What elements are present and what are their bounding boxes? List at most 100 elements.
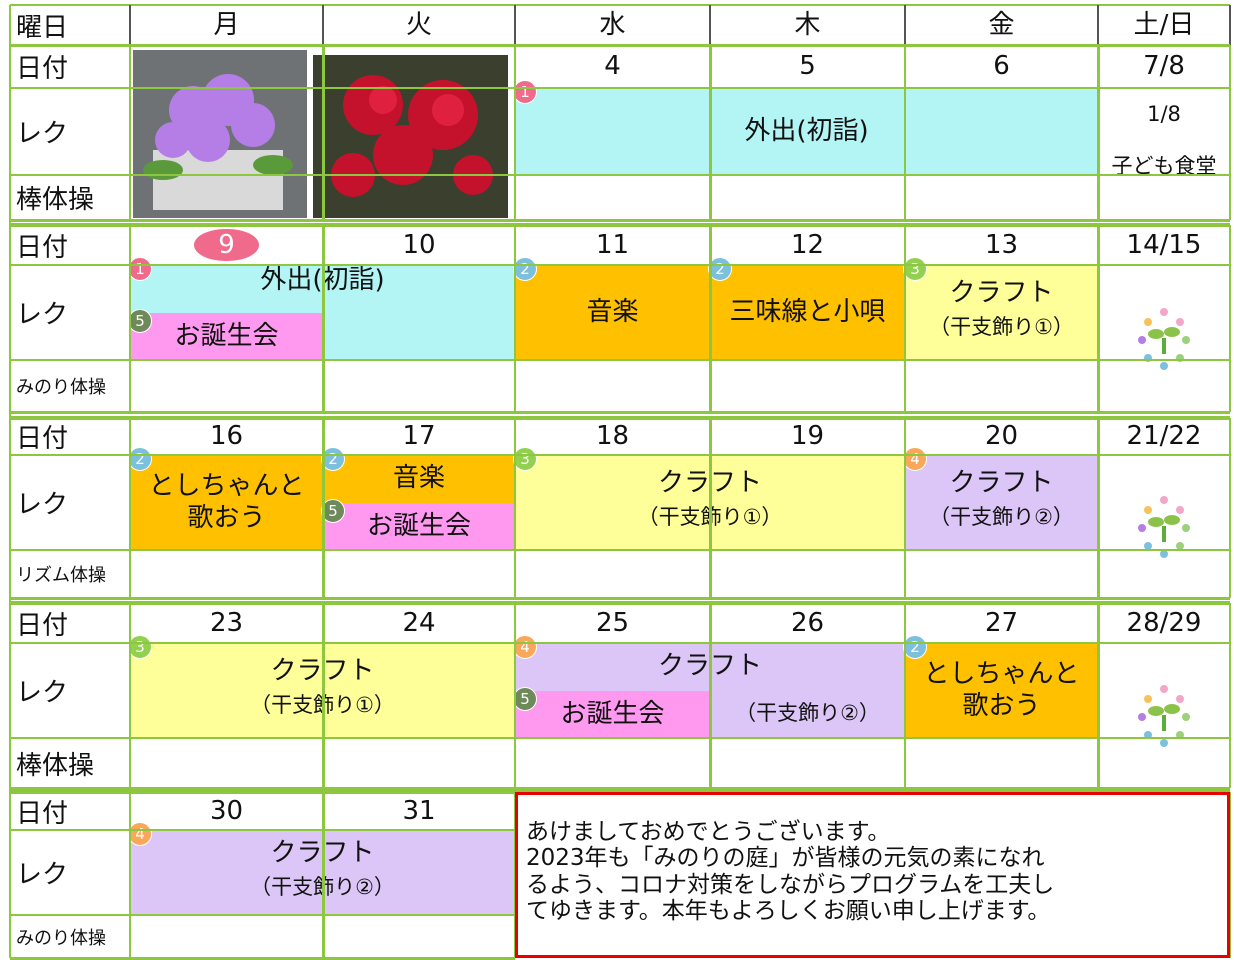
weekday: 木 <box>794 9 821 40</box>
sprout-art <box>1138 495 1190 558</box>
grid-line <box>10 264 1230 266</box>
grid-line <box>10 914 515 916</box>
row-label: レク <box>16 490 69 520</box>
message-box: あけましておめでとうございます。 2023年も「みのりの庭」が皆様の元気の素になれ… <box>515 792 1230 958</box>
event: としちゃんと 歌おう <box>905 643 1098 738</box>
badge: 3 <box>513 447 537 471</box>
badge: 5 <box>128 308 152 333</box>
date: 31 <box>323 792 515 830</box>
event: お誕生会 <box>130 312 323 360</box>
grid-line <box>321 792 325 958</box>
weekday: 金 <box>988 9 1015 40</box>
grid-line <box>10 4 1230 6</box>
sprout-art <box>1138 307 1190 370</box>
date: 11 <box>515 225 710 265</box>
event-text: 歌おう <box>187 502 266 533</box>
photo-dahlia <box>313 55 508 218</box>
date: 26 <box>710 603 905 643</box>
event: クラフト （干支飾り②） <box>905 455 1098 550</box>
date-text: 13 <box>984 229 1019 260</box>
date: 18 <box>515 418 710 455</box>
row-label: レク <box>16 678 69 708</box>
event-text: お誕生会 <box>560 698 665 729</box>
badge: 2 <box>128 447 152 471</box>
grid-line <box>904 45 906 220</box>
grid-line <box>1096 225 1100 412</box>
badge: 3 <box>128 635 152 659</box>
date-text: 21/22 <box>1126 421 1202 452</box>
photo-primula <box>133 50 307 218</box>
grid-line <box>321 418 325 598</box>
date: 28/29 <box>1098 603 1230 643</box>
date: 27 <box>905 603 1098 643</box>
header-label: 曜日 <box>16 12 69 43</box>
grid-line <box>10 359 1230 361</box>
weekday: 土/日 <box>1133 9 1195 40</box>
date-text: 14/15 <box>1126 229 1202 260</box>
row-label: レク <box>16 860 69 890</box>
event: としちゃんと 歌おう <box>130 455 323 550</box>
grid-line <box>10 174 1230 176</box>
grid-line <box>709 5 711 45</box>
date-text: 26 <box>790 607 825 638</box>
grid-line <box>9 5 11 958</box>
date-text: 18 <box>595 421 630 452</box>
date-text: 23 <box>209 607 244 638</box>
grid-line <box>1096 418 1100 598</box>
weekday: 月 <box>213 9 240 40</box>
event-text: 音楽 <box>586 296 639 327</box>
grid-line <box>321 603 325 788</box>
date: 17 <box>323 418 515 455</box>
grid-line <box>10 596 1230 600</box>
grid-line <box>904 5 906 45</box>
event: （干支飾り②） <box>710 690 905 738</box>
grid-line <box>321 45 325 220</box>
badge: 5 <box>321 498 345 523</box>
event: 音楽 <box>323 455 515 503</box>
badge: 1 <box>513 80 537 104</box>
event: 外出(初詣) <box>515 88 1098 175</box>
date-text: 11 <box>595 229 630 260</box>
grid-line <box>1096 603 1100 788</box>
date: 24 <box>323 603 515 643</box>
grid-line <box>10 956 515 960</box>
badge: 2 <box>903 635 927 659</box>
grid-line <box>129 5 131 45</box>
date-text: 10 <box>402 229 436 260</box>
badge: 1 <box>128 257 152 281</box>
grid-line <box>708 418 712 598</box>
grid-line <box>904 603 906 788</box>
date-text: 27 <box>984 607 1019 638</box>
date-text: 25 <box>595 607 630 638</box>
date: 7/8 <box>1098 45 1230 88</box>
date-text: 7/8 <box>1143 51 1185 82</box>
row-label: レク <box>16 119 69 149</box>
grid-line <box>129 45 131 220</box>
grid-line <box>1229 5 1231 45</box>
date-text: 19 <box>790 421 825 452</box>
grid-line <box>129 603 131 788</box>
date-text: 9 <box>194 228 259 262</box>
grid-line <box>514 45 516 220</box>
grid-line <box>708 603 712 788</box>
event-text: （干支飾り①） <box>929 315 1074 340</box>
grid-line <box>514 603 516 788</box>
grid-line <box>10 410 1230 414</box>
message-line: るよう、コロナ対策をしながらプログラムを工夫し <box>526 871 1055 898</box>
row-label: 日付 <box>16 424 69 454</box>
row-label: 日付 <box>16 54 69 84</box>
event-text: お誕生会 <box>366 510 471 541</box>
grid-line <box>1097 5 1099 45</box>
date-text: 30 <box>209 795 244 826</box>
sprout-icon <box>1098 265 1230 412</box>
message-line: てゆきます。本年もよろしくお願い申し上げます。 <box>526 898 1051 925</box>
grid-line <box>904 225 906 412</box>
row-label: 棒体操 <box>16 185 95 215</box>
grid-line <box>1229 225 1231 412</box>
date: 5 <box>710 45 905 88</box>
date-text: 31 <box>402 795 436 826</box>
weekday: 火 <box>405 9 432 40</box>
date: 14/15 <box>1098 225 1230 265</box>
event-text: 音楽 <box>392 463 445 494</box>
